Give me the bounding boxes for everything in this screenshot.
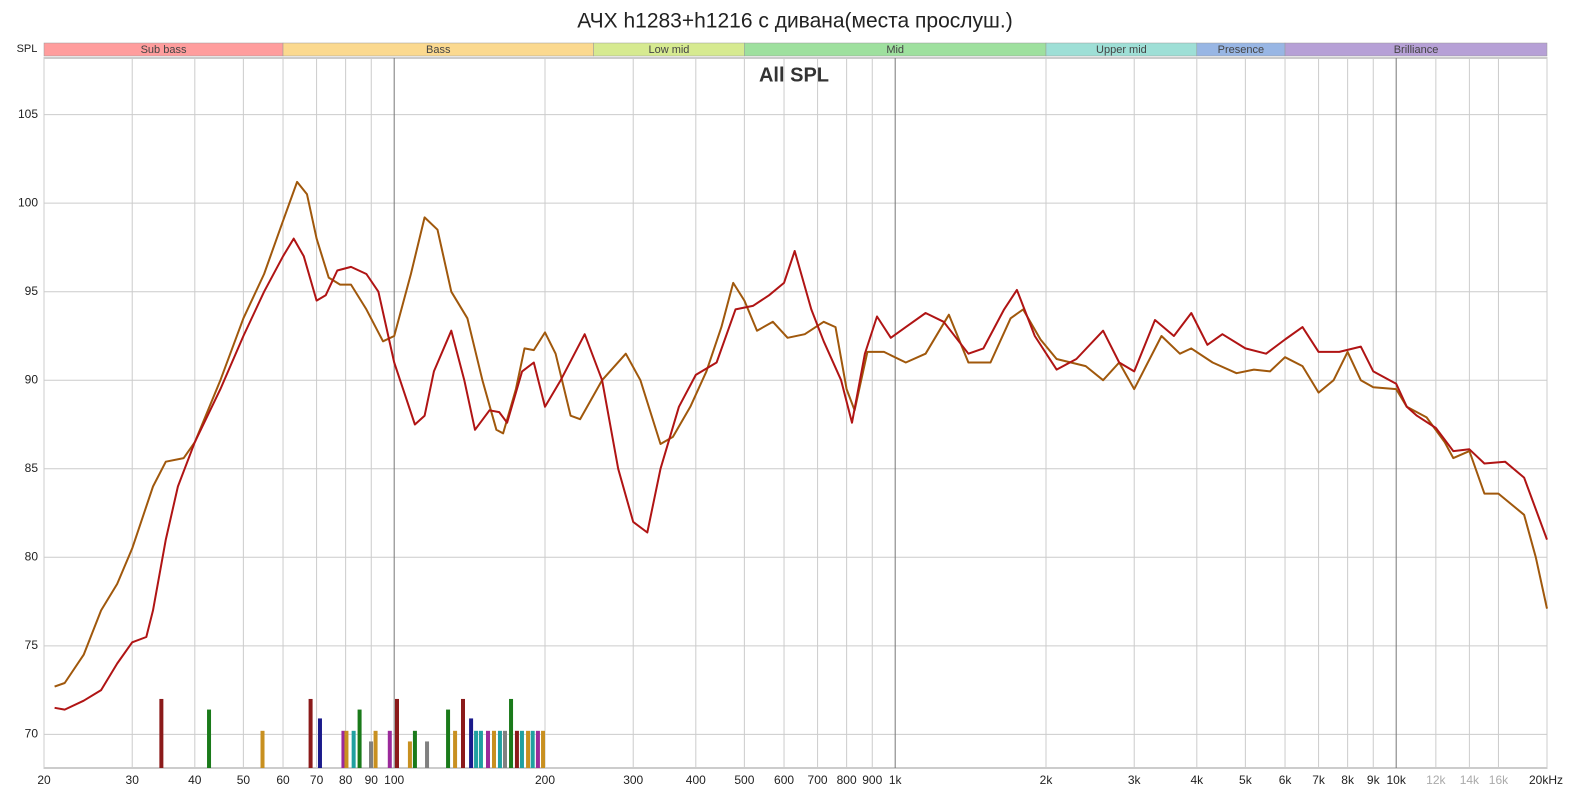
- filter-marker: [497, 730, 502, 768]
- x-tick-label: 80: [339, 773, 353, 787]
- filter-marker: [469, 718, 474, 768]
- filter-marker: [530, 730, 535, 768]
- y-tick-label: 75: [25, 638, 39, 652]
- y-tick-label: 100: [18, 195, 38, 209]
- filter-marker: [394, 698, 399, 768]
- filter-marker: [541, 730, 546, 768]
- y-tick-label: 105: [18, 107, 38, 121]
- x-tick-label: 500: [734, 773, 754, 787]
- filter-marker: [519, 730, 524, 768]
- y-tick-label: 70: [25, 727, 39, 741]
- x-tick-label: 9k: [1367, 773, 1381, 787]
- x-tick-label: 60: [276, 773, 290, 787]
- x-tick-label: 30: [126, 773, 140, 787]
- y-tick-label: 85: [25, 461, 39, 475]
- x-tick-label: 50: [237, 773, 251, 787]
- plot-area: [43, 57, 1548, 769]
- filter-marker: [207, 709, 212, 768]
- x-tick-label: 90: [365, 773, 379, 787]
- filter-marker: [446, 709, 451, 768]
- band-label: Bass: [426, 44, 451, 56]
- x-tick-label: 70: [310, 773, 324, 787]
- x-tick-label: 900: [862, 773, 882, 787]
- x-tick-label: 40: [188, 773, 202, 787]
- x-tick-label: 7k: [1312, 773, 1326, 787]
- filter-marker: [159, 698, 164, 768]
- filter-marker: [407, 741, 412, 768]
- filter-marker: [485, 730, 490, 768]
- y-tick-label: 80: [25, 549, 39, 563]
- filter-marker: [526, 730, 531, 768]
- x-tick-label: 2k: [1040, 773, 1054, 787]
- y-tick-label: 90: [25, 372, 39, 386]
- filter-marker: [502, 730, 507, 768]
- y-tick-label: 95: [25, 284, 39, 298]
- filter-marker: [491, 730, 496, 768]
- filter-marker: [351, 730, 356, 768]
- x-tick-label: 16k: [1489, 773, 1509, 787]
- filter-marker: [474, 730, 479, 768]
- filter-marker: [369, 741, 374, 768]
- x-tick-label: 4k: [1190, 773, 1204, 787]
- filter-marker: [341, 730, 346, 768]
- annotation: All SPL: [759, 64, 829, 86]
- band-label: Presence: [1218, 44, 1264, 56]
- filter-marker: [344, 730, 349, 768]
- x-tick-label: 20kHz: [1529, 773, 1563, 787]
- filter-marker: [317, 718, 322, 768]
- x-tick-label: 10k: [1387, 773, 1407, 787]
- y-axis-label: SPL: [17, 43, 38, 55]
- x-tick-label: 200: [535, 773, 555, 787]
- filter-marker: [514, 730, 519, 768]
- x-tick-label: 12k: [1426, 773, 1446, 787]
- x-tick-label: 14k: [1460, 773, 1480, 787]
- grid: [43, 58, 1548, 768]
- filter-marker: [308, 698, 313, 768]
- series-line: [54, 237, 1548, 711]
- band-label: Sub bass: [141, 44, 187, 56]
- x-tick-label: 5k: [1239, 773, 1253, 787]
- x-tick-label: 100: [384, 773, 404, 787]
- x-tick-label: 800: [837, 773, 857, 787]
- filter-marker: [412, 730, 417, 768]
- band-label: Low mid: [648, 44, 689, 56]
- band-label: Mid: [886, 44, 904, 56]
- filter-marker: [509, 698, 514, 768]
- x-tick-label: 6k: [1279, 773, 1293, 787]
- filter-marker: [478, 730, 483, 768]
- filter-marker: [373, 730, 378, 768]
- chart-title: АЧХ h1283+h1216 с дивана(места прослуш.): [577, 10, 1012, 33]
- filter-marker: [387, 730, 392, 768]
- x-tick-label: 700: [808, 773, 828, 787]
- filter-marker: [260, 730, 265, 768]
- band: [1284, 42, 1548, 57]
- x-tick-label: 600: [774, 773, 794, 787]
- filter-marker: [460, 698, 465, 768]
- filter-marker: [425, 741, 430, 768]
- band-label: Upper mid: [1096, 44, 1147, 56]
- filter-marker: [453, 730, 458, 768]
- x-tick-label: 300: [623, 773, 643, 787]
- x-tick-label: 1k: [889, 773, 903, 787]
- x-tick-label: 3k: [1128, 773, 1142, 787]
- x-tick-label: 8k: [1341, 773, 1355, 787]
- series-line: [54, 180, 1548, 688]
- x-tick-label: 400: [686, 773, 706, 787]
- band-label: Brilliance: [1394, 44, 1439, 56]
- filter-marker: [357, 709, 362, 768]
- x-tick-label: 20: [37, 773, 51, 787]
- filter-marker: [535, 730, 540, 768]
